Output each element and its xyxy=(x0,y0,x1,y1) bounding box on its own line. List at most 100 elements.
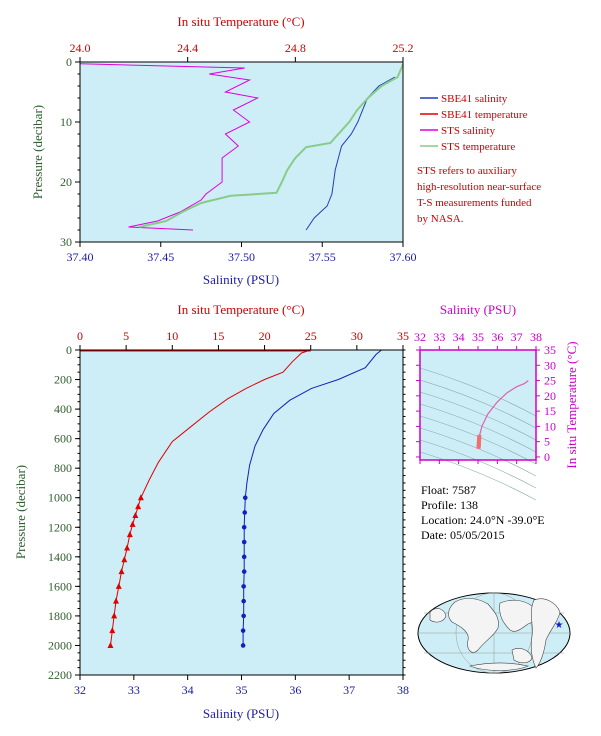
salinity-marker xyxy=(241,584,246,589)
salinity-tick-label: 37 xyxy=(343,683,355,697)
temperature-marker xyxy=(115,582,122,589)
temperature-marker xyxy=(129,520,136,527)
salinity-tick-label: 33 xyxy=(128,683,140,697)
temperature-marker xyxy=(112,597,119,604)
world-location-map: ★ xyxy=(417,592,571,674)
density-contour xyxy=(419,367,537,417)
pressure-tick-label: 1600 xyxy=(48,579,72,593)
temperature-marker xyxy=(109,627,116,634)
float-id: Float: 7587 xyxy=(421,483,476,497)
full-depth-bottom-axis-title: Salinity (PSU) xyxy=(203,706,279,721)
full-depth-y-axis-title: Pressure (decibar) xyxy=(13,465,28,559)
ts-temperature-tick-label: 20 xyxy=(544,389,556,403)
series-sts-temperature xyxy=(138,64,404,228)
pressure-tick-label: 600 xyxy=(54,432,72,446)
ts-temperature-tick-label: 10 xyxy=(544,419,556,433)
salinity-tick-label: 36 xyxy=(289,683,301,697)
pressure-tick-label: 800 xyxy=(54,461,72,475)
salinity-tick-label: 37.45 xyxy=(147,250,174,264)
ts-right-axis-title: In situ Temperature (°C) xyxy=(564,341,579,468)
series-sts-salinity xyxy=(79,63,260,231)
salinity-marker xyxy=(241,613,246,619)
temperature-marker xyxy=(107,641,114,648)
ts-temperature-tick-label: 30 xyxy=(544,358,556,372)
legend-label-sts-temperature: STS temperature xyxy=(441,141,515,153)
full-depth-plot-area xyxy=(80,350,403,675)
temperature-tick-label: 30 xyxy=(351,329,363,343)
salinity-tick-label: 35 xyxy=(236,683,248,697)
pressure-tick-label: 200 xyxy=(54,373,72,387)
density-contour xyxy=(419,379,537,429)
ts-salinity-tick-label: 32 xyxy=(414,330,426,344)
density-contour xyxy=(419,451,537,501)
temperature-tick-label: 24.8 xyxy=(285,41,306,55)
salinity-tick-label: 37.60 xyxy=(390,250,417,264)
pressure-tick-label: 20 xyxy=(60,175,72,189)
float-info: Float: 7587 Profile: 138 Location: 24.0°… xyxy=(421,483,545,542)
ts-salinity-tick-label: 36 xyxy=(491,330,503,344)
salinity-tick-label: 32 xyxy=(74,683,86,697)
ts-temperature-tick-label: 5 xyxy=(544,435,550,449)
salinity-marker xyxy=(242,510,248,515)
temperature-tick-label: 25.2 xyxy=(393,41,414,55)
temperature-tick-label: 15 xyxy=(212,329,224,343)
profile-number: Profile: 138 xyxy=(421,498,478,512)
pressure-tick-label: 1200 xyxy=(48,520,72,534)
pressure-tick-label: 1800 xyxy=(48,609,72,623)
temperature-marker xyxy=(135,503,142,510)
salinity-marker xyxy=(240,643,246,648)
temperature-tick-label: 25 xyxy=(305,329,317,343)
pressure-tick-label: 30 xyxy=(60,235,72,249)
salinity-marker xyxy=(241,569,247,574)
temperature-marker xyxy=(132,511,139,518)
temperature-marker xyxy=(118,568,125,575)
legend-label-sbe41-temperature: SBE41 temperature xyxy=(441,109,528,121)
pressure-tick-label: 0 xyxy=(66,343,72,357)
legend-label-sts-salinity: STS salinity xyxy=(441,125,496,137)
ts-marker xyxy=(477,434,482,439)
ts-salinity-tick-label: 35 xyxy=(472,330,484,344)
temperature-marker xyxy=(111,612,118,619)
pressure-tick-label: 1000 xyxy=(48,491,72,505)
ts-top-axis-title: Salinity (PSU) xyxy=(440,302,516,317)
pressure-tick-label: 2200 xyxy=(48,668,72,682)
location: Location: 24.0°N -39.0°E xyxy=(421,513,545,527)
ts-temperature-tick-label: 15 xyxy=(544,404,556,418)
legend: SBE41 salinity SBE41 temperature STS sal… xyxy=(417,93,541,225)
near-surface-top-axis-title: In situ Temperature (°C) xyxy=(177,14,304,29)
legend-label-sbe41-salinity: SBE41 salinity xyxy=(441,93,508,105)
full-depth-top-axis-title: In situ Temperature (°C) xyxy=(177,302,304,317)
pressure-tick-label: 400 xyxy=(54,402,72,416)
legend-note-line-1: STS refers to auxiliary xyxy=(417,165,517,177)
ts-salinity-tick-label: 37 xyxy=(511,330,523,344)
ts-salinity-tick-label: 38 xyxy=(530,330,542,344)
temperature-tick-label: 5 xyxy=(123,329,129,343)
salinity-tick-label: 37.50 xyxy=(228,250,255,264)
legend-note-line-3: T-S measurements funded xyxy=(417,197,532,209)
salinity-marker xyxy=(241,524,247,530)
salinity-marker xyxy=(241,539,247,545)
salinity-profile-line xyxy=(242,349,382,646)
pressure-tick-label: 10 xyxy=(60,115,72,129)
salinity-marker xyxy=(242,495,248,501)
salinity-marker xyxy=(241,598,246,604)
salinity-tick-label: 37.55 xyxy=(309,250,336,264)
temperature-tick-label: 20 xyxy=(259,329,271,343)
ts-temperature-tick-label: 25 xyxy=(544,374,556,388)
density-contour xyxy=(419,391,537,441)
temperature-tick-label: 24.0 xyxy=(70,41,91,55)
density-contour xyxy=(419,427,537,477)
ts-salinity-tick-label: 34 xyxy=(453,330,465,344)
ts-salinity-tick-label: 33 xyxy=(433,330,445,344)
pressure-tick-label: 0 xyxy=(66,55,72,69)
near-surface-panel: 37.40 37.45 37.50 37.55 37.60 24.0 24.4 24.8 25.… xyxy=(30,14,417,287)
salinity-tick-label: 34 xyxy=(182,683,194,697)
near-surface-y-axis-title: Pressure (decibar) xyxy=(30,105,45,199)
salinity-marker xyxy=(241,554,247,560)
density-contour xyxy=(419,403,537,453)
full-depth-panel: 32 33 34 35 36 37 38 0 5 10 15 20 25 30 35 0 200 400 600 80… xyxy=(13,302,409,721)
near-surface-plot-area xyxy=(80,62,403,242)
salinity-marker xyxy=(240,628,246,633)
